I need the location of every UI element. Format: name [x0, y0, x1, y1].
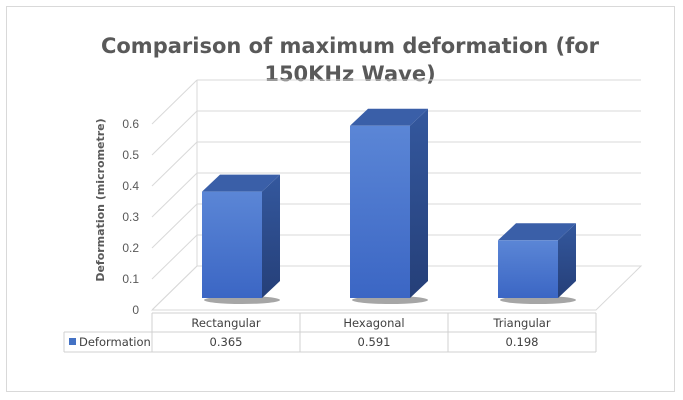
data-label: 0.198 [506, 335, 539, 349]
gridline-side [151, 110, 198, 156]
data-label: 0.591 [358, 335, 391, 349]
y-tick-label: 0.5 [122, 148, 139, 162]
gridline-side [151, 172, 198, 218]
bar-side [410, 108, 428, 299]
bar-side [558, 223, 576, 298]
gridline-side [151, 203, 198, 249]
y-tick-label: 0.2 [122, 241, 139, 255]
y-tick-label: 0.1 [122, 272, 139, 286]
bar-front [350, 125, 410, 299]
gridline-side [151, 234, 198, 280]
y-tick-label: 0.3 [122, 210, 139, 224]
gridline-side [151, 141, 198, 187]
bar-side [262, 174, 280, 298]
gridline-side [151, 265, 198, 311]
y-tick-label: 0.4 [122, 179, 139, 193]
legend-entry: Deformation [79, 335, 151, 349]
x-tick-label: Triangular [492, 316, 550, 330]
bar-top [498, 223, 576, 241]
bar [498, 223, 576, 304]
data-label: 0.365 [210, 335, 243, 349]
y-tick-label: 0.6 [122, 117, 139, 131]
bar [202, 174, 280, 304]
chart-frame [6, 6, 675, 392]
x-tick-label: Rectangular [191, 316, 261, 330]
y-axis-label: Deformation (micrometre) [94, 118, 107, 281]
y-tick-label: 0 [132, 303, 139, 317]
chart-title: Comparison of maximum deformation (for 1… [100, 34, 600, 86]
bar-front [498, 240, 558, 298]
bar-top [350, 108, 428, 126]
x-tick-label: Hexagonal [343, 316, 404, 330]
gridline-side [151, 79, 198, 125]
bar [350, 108, 428, 304]
legend-swatch [69, 338, 76, 345]
bar-top [202, 174, 280, 192]
bar-front [202, 191, 262, 298]
